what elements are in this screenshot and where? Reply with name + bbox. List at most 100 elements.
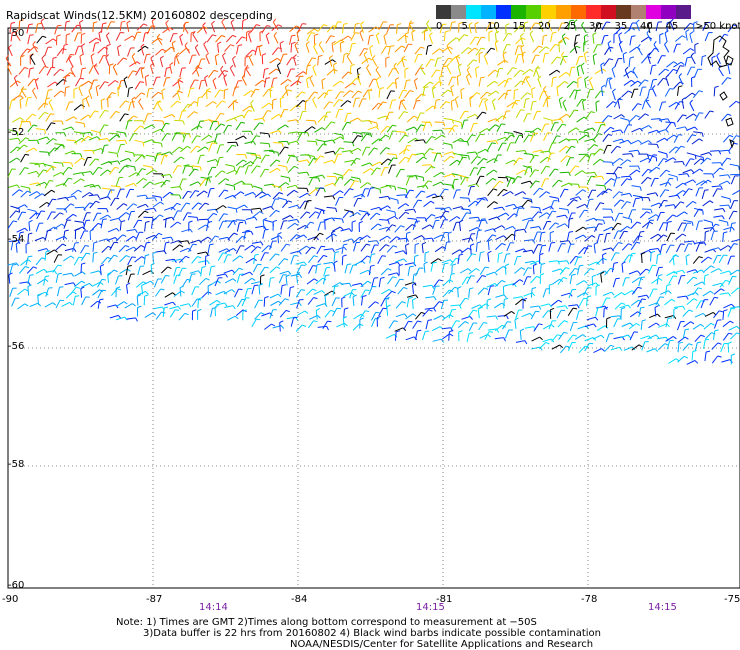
wind-barb-flag	[591, 235, 596, 238]
wind-barb	[163, 77, 167, 87]
wind-barb-flag	[601, 175, 605, 180]
wind-barb-flag	[545, 165, 550, 168]
wind-barb	[560, 292, 570, 297]
wind-barb	[195, 67, 200, 77]
wind-barb-flag	[401, 98, 405, 103]
wind-barb-flag	[512, 226, 516, 230]
wind-barb-flag	[483, 158, 488, 161]
wind-barb	[424, 214, 432, 222]
wind-barb-flag	[717, 188, 722, 190]
wind-barb	[692, 256, 700, 264]
wind-barb	[144, 312, 153, 318]
wind-barb	[176, 91, 181, 101]
wind-barb-flag	[419, 63, 424, 68]
wind-barb-flag	[423, 139, 426, 144]
wind-barb	[594, 90, 601, 99]
wind-barb-flag	[179, 194, 182, 199]
wind-barb	[188, 55, 193, 64]
wind-barb	[677, 321, 682, 331]
wind-barb	[628, 270, 638, 275]
wind-barb-flag	[627, 304, 631, 309]
wind-barb	[332, 80, 341, 87]
wind-barb-flag	[617, 97, 622, 101]
wind-barb	[466, 333, 470, 343]
wind-barb-flag	[631, 27, 636, 31]
wind-barb-flag	[331, 40, 336, 44]
wind-barb	[664, 44, 670, 53]
wind-barb-flag	[681, 269, 686, 274]
wind-barb	[405, 313, 414, 320]
wind-barb	[602, 161, 613, 163]
wind-barb-flag	[89, 192, 94, 196]
wind-barb	[127, 256, 133, 266]
wind-barb-flag	[673, 134, 678, 138]
wind-barb	[421, 224, 430, 230]
wind-barb-flag	[520, 44, 525, 48]
wind-barb-flag	[342, 134, 344, 139]
wind-barb-flag	[467, 141, 470, 146]
wind-barb-flag	[401, 301, 406, 304]
wind-barb-flag	[232, 34, 237, 38]
wind-barb	[380, 45, 387, 55]
wind-barb	[683, 22, 691, 31]
wind-barb	[467, 200, 476, 208]
wind-barb-flag	[505, 212, 510, 217]
wind-barb-flag	[241, 36, 246, 39]
wind-barb	[361, 57, 370, 65]
wind-barb	[269, 253, 276, 261]
wind-barb-flag	[432, 86, 436, 90]
wind-barb	[63, 230, 66, 240]
wind-barb-flag	[151, 124, 156, 128]
wind-barb-flag	[554, 222, 560, 225]
wind-barb	[542, 338, 552, 343]
wind-barb-flag	[163, 306, 168, 309]
wind-barb-flag	[700, 323, 705, 328]
wind-barb-flag	[477, 229, 482, 232]
wind-barb	[300, 211, 307, 219]
wind-barb-flag	[393, 157, 398, 160]
wind-barb	[200, 267, 203, 277]
wind-barb	[73, 178, 82, 185]
wind-barb-flag	[131, 53, 136, 57]
wind-barb	[152, 201, 161, 208]
wind-barb	[538, 23, 544, 32]
wind-barb-flag	[124, 165, 129, 168]
wind-barb	[8, 129, 18, 133]
wind-barb	[675, 190, 684, 197]
wind-barb	[224, 194, 234, 200]
wind-barb	[673, 269, 683, 274]
wind-barb-flag	[573, 199, 578, 202]
wind-barb	[718, 219, 728, 223]
wind-barb	[44, 98, 47, 108]
wind-barb-flag	[443, 215, 447, 220]
wind-barb	[88, 194, 98, 197]
wind-barb	[38, 112, 45, 120]
wind-barb-flag	[206, 88, 211, 91]
wind-barb	[548, 142, 553, 152]
wind-barb-flag	[684, 336, 689, 340]
wind-barb	[201, 134, 210, 141]
wind-barb-flag	[28, 23, 33, 26]
wind-barb	[306, 140, 317, 143]
wind-barb	[117, 144, 122, 154]
wind-barb	[478, 128, 488, 134]
wind-barb	[368, 90, 371, 100]
wind-barb	[520, 47, 524, 57]
wind-barb	[592, 55, 595, 65]
wind-barb	[296, 310, 306, 316]
wind-barb-flag	[618, 32, 623, 36]
wind-barb	[82, 220, 87, 230]
wind-barb	[403, 80, 407, 90]
wind-barb	[157, 103, 163, 112]
wind-barb	[360, 289, 366, 298]
wind-barb-flag	[331, 217, 336, 222]
wind-barb-flag	[648, 140, 652, 144]
wind-barb	[669, 254, 676, 263]
wind-barb	[313, 232, 320, 241]
wind-barb	[611, 68, 616, 78]
wind-barb-flag	[123, 57, 128, 60]
wind-barb-flag	[631, 79, 635, 84]
wind-barb-flag	[335, 176, 338, 181]
wind-barb	[9, 264, 13, 274]
wind-barb-flag	[300, 289, 306, 291]
